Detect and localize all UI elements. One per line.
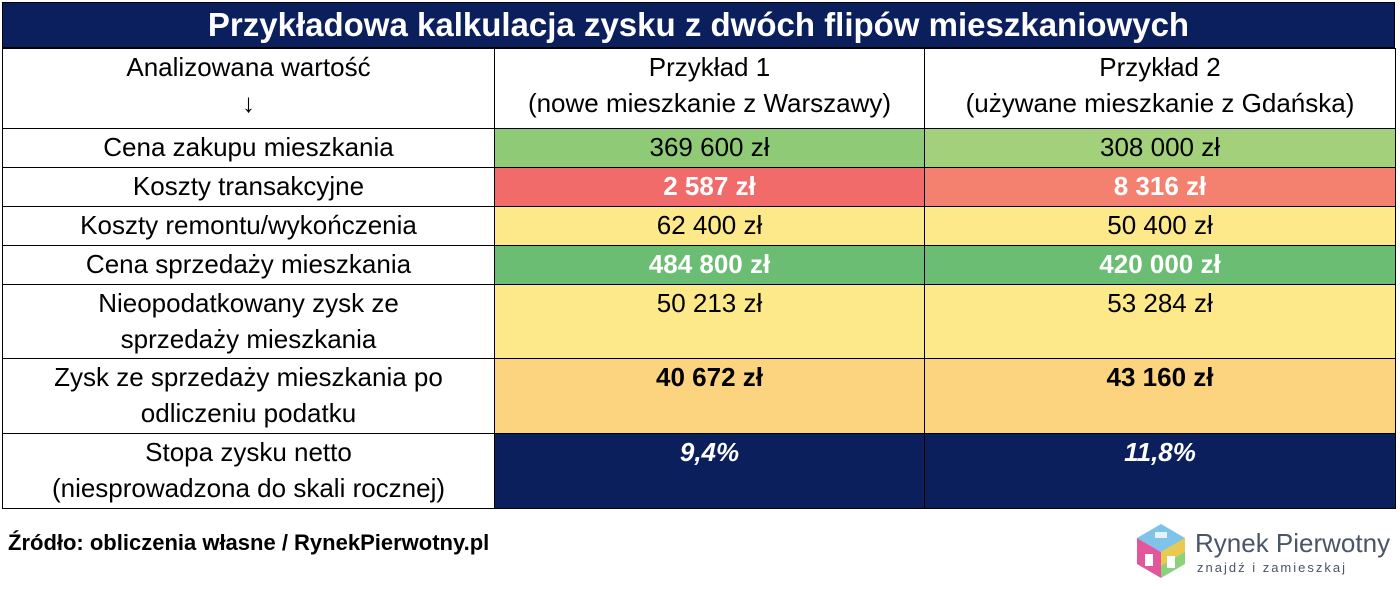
header-example-1: Przykład 1 (nowe mieszkanie z Warszawy) — [494, 48, 925, 129]
brand-tagline: znajdź i zamieszkaj — [1197, 560, 1347, 575]
header-example-2: Przykład 2 (używane mieszkanie z Gdańska… — [924, 48, 1396, 129]
value-ex1: 484 800 zł — [494, 245, 925, 285]
row-label: Koszty remontu/wykończenia — [2, 206, 495, 246]
row-label: Koszty transakcyjne — [2, 167, 495, 207]
row-label: Cena zakupu mieszkania — [2, 128, 495, 168]
value-ex1: 9,4% — [494, 433, 925, 509]
table-title: Przykładowa kalkulacja zysku z dwóch fli… — [2, 2, 1395, 48]
table-row: Cena sprzedaży mieszkania 484 800 zł 420… — [2, 245, 1396, 285]
table-row: Koszty transakcyjne 2 587 zł 8 316 zł — [2, 167, 1396, 207]
value-ex1: 369 600 zł — [494, 128, 925, 168]
value-ex1: 62 400 zł — [494, 206, 925, 246]
house-logo-icon — [1137, 524, 1185, 578]
calculation-table: Analizowana wartość ↓ Przykład 1 (nowe m… — [2, 48, 1396, 509]
row-label: Nieopodatkowany zysk ze sprzedaży mieszk… — [2, 284, 495, 359]
table-row: Koszty remontu/wykończenia 62 400 zł 50 … — [2, 206, 1396, 246]
row-label: Cena sprzedaży mieszkania — [2, 245, 495, 285]
value-ex2: 50 400 zł — [924, 206, 1396, 246]
value-ex2: 308 000 zł — [924, 128, 1396, 168]
row-label: Zysk ze sprzedaży mieszkania po odliczen… — [2, 358, 495, 434]
value-ex1: 50 213 zł — [494, 284, 925, 359]
table-row: Nieopodatkowany zysk ze sprzedaży mieszk… — [2, 284, 1396, 359]
table-row: Stopa zysku netto (niesprowadzona do ska… — [2, 433, 1396, 509]
row-label: Stopa zysku netto (niesprowadzona do ska… — [2, 433, 495, 509]
brand-logo[interactable]: Rynek Pierwotny znajdź i zamieszkaj — [1133, 522, 1393, 582]
table-row: Cena zakupu mieszkania 369 600 zł 308 00… — [2, 128, 1396, 168]
value-ex1: 2 587 zł — [494, 167, 925, 207]
down-arrow-icon: ↓ — [242, 88, 255, 118]
value-ex2: 43 160 zł — [924, 358, 1396, 434]
header-analyzed-value: Analizowana wartość ↓ — [2, 48, 495, 129]
value-ex2: 11,8% — [924, 433, 1396, 509]
value-ex1: 40 672 zł — [494, 358, 925, 434]
value-ex2: 53 284 zł — [924, 284, 1396, 359]
brand-name: Rynek Pierwotny — [1195, 528, 1391, 558]
value-ex2: 8 316 zł — [924, 167, 1396, 207]
source-note: Źródło: obliczenia własne / RynekPierwot… — [8, 530, 490, 555]
table-row: Zysk ze sprzedaży mieszkania po odliczen… — [2, 358, 1396, 434]
header-row: Analizowana wartość ↓ Przykład 1 (nowe m… — [2, 48, 1396, 129]
value-ex2: 420 000 zł — [924, 245, 1396, 285]
